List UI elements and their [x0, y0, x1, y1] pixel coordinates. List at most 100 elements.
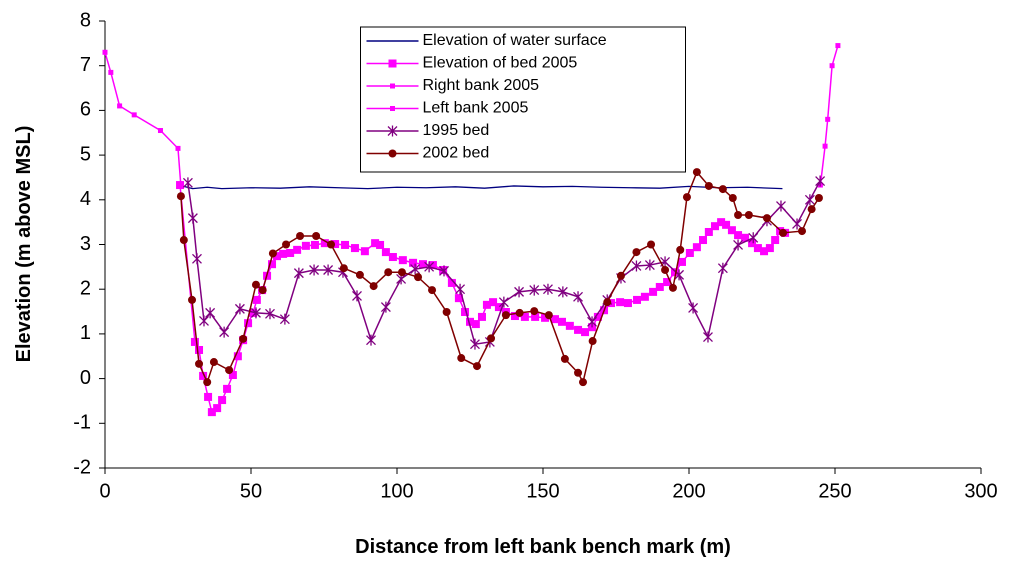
marker [390, 106, 395, 111]
marker [494, 303, 503, 312]
marker [352, 290, 362, 302]
marker [176, 192, 185, 201]
legend-entry: 1995 bed [366, 122, 489, 139]
marker [703, 331, 713, 343]
marker [560, 354, 569, 363]
marker [286, 248, 295, 257]
legend-entry: Elevation of water surface [366, 32, 607, 49]
marker [544, 311, 553, 320]
marker [428, 261, 437, 270]
marker [455, 283, 466, 295]
marker [510, 312, 519, 321]
marker [807, 205, 816, 214]
marker [616, 271, 625, 280]
marker [414, 273, 423, 282]
marker [265, 308, 275, 320]
marker [734, 210, 743, 219]
marker [822, 143, 828, 149]
marker [207, 408, 216, 417]
marker [704, 181, 713, 190]
marker [482, 300, 491, 309]
marker [461, 307, 470, 316]
marker [477, 312, 486, 321]
marker [677, 257, 686, 266]
marker [279, 249, 288, 258]
series-line [104, 52, 182, 187]
marker [258, 286, 267, 295]
marker [293, 267, 304, 279]
marker [765, 244, 774, 253]
marker [409, 258, 418, 267]
marker [531, 312, 540, 321]
marker [195, 359, 204, 368]
marker [632, 248, 641, 257]
x-tick-label: 300 [964, 480, 997, 502]
marker [312, 232, 321, 241]
marker [199, 315, 209, 327]
marker [699, 236, 708, 245]
marker [251, 280, 260, 289]
marker [178, 183, 184, 189]
marker [581, 328, 590, 337]
marker [623, 299, 632, 308]
y-tick-label: 2 [80, 277, 91, 299]
series-line [819, 45, 839, 186]
marker [388, 253, 397, 262]
marker [588, 337, 597, 346]
y-tick-label: 7 [80, 54, 91, 76]
series-line [183, 185, 783, 190]
marker [199, 371, 208, 380]
marker [380, 301, 391, 313]
legend-label: 2002 bed [423, 145, 490, 162]
x-tick-label: 0 [99, 480, 110, 502]
marker [282, 240, 291, 249]
legend-label: Left bank 2005 [423, 100, 529, 117]
marker [649, 287, 658, 296]
series-line [179, 184, 786, 414]
marker [439, 265, 449, 277]
marker [655, 282, 664, 291]
marker [418, 260, 427, 269]
marker [728, 194, 737, 203]
marker [225, 366, 234, 375]
marker [388, 149, 397, 158]
y-tick-label: 1 [80, 322, 91, 344]
marker [487, 334, 496, 343]
marker [388, 59, 397, 68]
marker [498, 296, 509, 308]
marker [748, 239, 757, 248]
marker [489, 298, 498, 307]
marker [376, 240, 385, 249]
marker [779, 228, 788, 237]
marker [233, 352, 242, 361]
marker [574, 368, 583, 377]
marker [218, 396, 227, 405]
marker [573, 291, 583, 303]
marker [471, 320, 480, 329]
marker [557, 317, 566, 326]
legend-entry: Elevation of bed 2005 [366, 55, 577, 72]
marker [350, 244, 359, 253]
marker [663, 278, 672, 287]
y-tick-label: 6 [80, 99, 91, 121]
marker [239, 334, 248, 343]
marker [223, 384, 232, 393]
marker [718, 185, 727, 194]
marker [179, 236, 188, 245]
marker [676, 245, 685, 254]
marker [339, 264, 348, 273]
y-tick-label: 8 [80, 9, 91, 31]
marker [360, 247, 369, 256]
marker [541, 313, 550, 322]
marker [640, 292, 649, 301]
marker [741, 233, 750, 242]
marker [213, 404, 222, 413]
marker [190, 337, 199, 346]
y-tick-label: -2 [73, 456, 91, 478]
marker [320, 239, 329, 248]
marker [647, 240, 656, 249]
marker [616, 298, 625, 307]
marker [685, 248, 694, 257]
marker [515, 308, 524, 317]
marker [192, 253, 202, 265]
